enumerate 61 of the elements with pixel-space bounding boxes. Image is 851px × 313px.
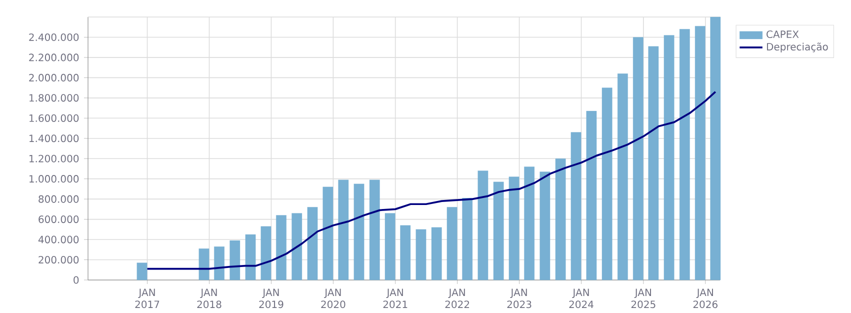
bar	[462, 198, 473, 280]
x-tick-label: JAN 2017	[135, 288, 160, 308]
bar	[198, 248, 210, 280]
y-tick-label: 2.400.000	[29, 33, 79, 42]
bar	[680, 29, 690, 280]
bar	[276, 215, 286, 280]
bar	[400, 225, 411, 280]
x-tick-label: JAN 2024	[569, 288, 594, 308]
bar	[431, 227, 442, 280]
bar	[354, 184, 364, 280]
bar	[230, 240, 240, 280]
y-tick-label: 800.000	[38, 195, 79, 203]
line-series	[146, 90, 716, 270]
bar	[710, 16, 721, 280]
y-tick-label: 1.400.000	[30, 134, 79, 142]
bar	[478, 170, 488, 280]
x-tick-label: JAN 2026	[693, 288, 718, 308]
y-tick-label: 0	[74, 276, 79, 284]
bar	[446, 207, 458, 280]
bar	[369, 180, 380, 280]
bar	[586, 110, 597, 280]
bar	[416, 229, 426, 280]
bar	[260, 226, 272, 280]
y-tick-label: 2.200.000	[29, 54, 79, 62]
x-tick-label: JAN 2020	[321, 288, 346, 308]
bar	[136, 262, 148, 280]
bar	[618, 74, 628, 280]
bar	[540, 172, 550, 280]
x-tick-label: JAN 2025	[631, 288, 656, 308]
bar	[694, 26, 706, 280]
bar	[570, 132, 582, 280]
bar	[648, 46, 659, 280]
y-tick-label: 1.200.000	[30, 154, 79, 162]
y-tick-label: 1.000.000	[30, 175, 79, 183]
bar	[664, 35, 674, 280]
x-tick-label: JAN 2021	[383, 288, 408, 308]
y-tick-label: 1.800.000	[30, 94, 79, 102]
x-tick-label: JAN 2018	[197, 288, 222, 308]
legend-label: CAPEX	[766, 30, 799, 38]
y-tick-label: 1.600.000	[30, 114, 79, 122]
y-tick-label: 2.000.000	[29, 74, 79, 82]
legend-label: Depreciação	[767, 42, 828, 52]
bar	[524, 166, 534, 280]
bar	[384, 213, 396, 280]
bar	[322, 186, 334, 280]
bar	[214, 246, 224, 280]
bar	[307, 207, 318, 280]
y-tick-label: 400.000	[38, 236, 79, 244]
bar	[292, 213, 302, 280]
y-tick-label: 600.000	[38, 216, 79, 224]
bar	[632, 37, 644, 280]
bar	[338, 180, 349, 280]
bar	[245, 234, 256, 280]
y-tick-label: 200.000	[38, 256, 79, 264]
bar	[602, 88, 612, 280]
x-tick-label: JAN 2019	[259, 288, 284, 308]
x-tick-label: JAN 2022	[445, 288, 470, 308]
bar	[555, 158, 566, 280]
bar	[493, 182, 504, 280]
bar	[508, 176, 520, 280]
x-tick-label: JAN 2023	[507, 288, 532, 308]
